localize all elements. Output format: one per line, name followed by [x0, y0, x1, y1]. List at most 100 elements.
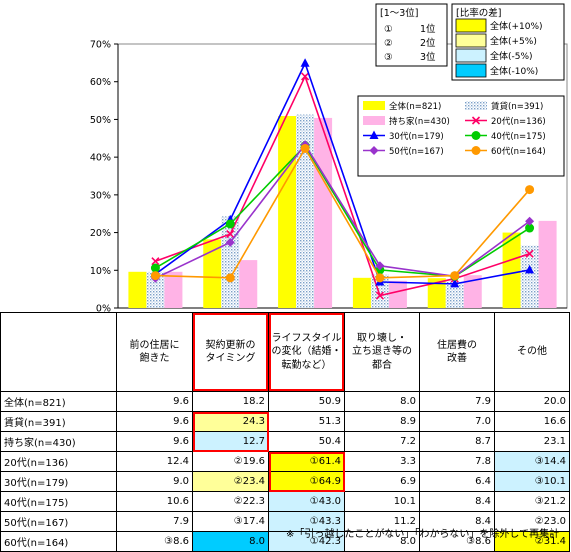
rank-legend-label: 2位 — [420, 37, 436, 49]
column-header: 前の住居に 飽きた — [116, 312, 193, 392]
table-cell: 20.0 — [494, 391, 570, 412]
table-row: 50代(n=167) 7.9 ③17.4 ①43.3 11.2 8.4 ②23.0 — [0, 511, 570, 532]
point — [301, 72, 310, 81]
y-tick-label: 60% — [90, 77, 111, 88]
column-header-line: の変化（結婚・ — [271, 346, 342, 358]
table-cell: 12.7 — [192, 431, 269, 452]
data-table: 前の住居に 飽きた 契約更新の タイミング ライフスタイル の変化（結婚・ 転勤など） 取り壊… — [0, 312, 570, 552]
series-legend-box — [357, 95, 565, 177]
diff-legend-swatch — [455, 63, 487, 78]
legend-label: 40代(n=175) — [491, 131, 546, 142]
legend-label: 賃貸(n=391) — [491, 101, 543, 112]
table-cell: 10.1 — [344, 491, 420, 512]
table-cell: 9.6 — [116, 411, 193, 432]
rank-legend-symbol: ② — [384, 38, 393, 49]
legend-label: 持ち家(n=430) — [389, 116, 450, 127]
table-cell: 50.9 — [268, 391, 345, 412]
y-tick-label: 70% — [90, 40, 111, 51]
table-cell: ③14.4 — [494, 451, 570, 472]
legend-label: 60代(n=164) — [491, 146, 546, 157]
table-cell: 6.4 — [419, 471, 495, 492]
column-header-line: 転勤など） — [281, 359, 332, 371]
point — [300, 58, 310, 67]
column-header-line: 立ち退き等の — [352, 346, 412, 358]
table-cell: ③21.2 — [494, 491, 570, 512]
table-header-row: 前の住居に 飽きた 契約更新の タイミング ライフスタイル の変化（結婚・ 転勤など） 取り壊… — [0, 312, 570, 392]
point — [471, 131, 481, 140]
diff-legend-label: 全体(-10%) — [490, 65, 538, 77]
bar — [239, 260, 258, 308]
y-tick-label: 0% — [96, 304, 111, 313]
point — [150, 271, 160, 281]
table-cell: 3.3 — [344, 451, 420, 472]
point — [375, 261, 385, 271]
column-header-line: 都合 — [372, 359, 392, 371]
legend-swatch — [363, 101, 385, 110]
table-cell: ①61.4 — [268, 451, 345, 472]
table-cell: 50.4 — [268, 431, 345, 452]
table-cell: ①43.0 — [268, 491, 345, 512]
table-cell: ③10.1 — [494, 471, 570, 492]
table-cell: ③17.4 — [192, 511, 269, 532]
point — [226, 230, 235, 239]
row-label: 50代(n=167) — [0, 511, 117, 532]
bar — [146, 271, 165, 308]
table-cell: ③8.6 — [116, 531, 193, 552]
column-header: 取り壊し・立ち退き等の 都合 — [344, 312, 420, 392]
y-tick-label: 50% — [90, 115, 111, 126]
table-cell: 8.4 — [419, 491, 495, 512]
y-tick-label: 40% — [90, 153, 111, 164]
point — [300, 143, 310, 153]
rank-legend-symbol: ① — [384, 24, 393, 35]
table-cell: 8.0 — [192, 531, 269, 552]
bar — [520, 245, 539, 308]
point — [375, 273, 385, 283]
row-label: 賃貸(n=391) — [0, 411, 117, 432]
point — [525, 216, 535, 226]
table-cell: 8.9 — [344, 411, 420, 432]
column-header-line: タイミング — [205, 353, 256, 364]
bar — [128, 271, 147, 308]
data-table-wrap: 前の住居に 飽きた 契約更新の タイミング ライフスタイル の変化（結婚・ 転勤など） 取り壊… — [0, 312, 570, 552]
diff-legend-title: [比率の差] — [456, 7, 501, 19]
bar — [278, 116, 297, 308]
bar — [538, 220, 557, 308]
diff-legend-label: 全体(+5%) — [490, 35, 537, 47]
legend-swatch — [363, 116, 385, 125]
table-cell: 9.6 — [116, 391, 193, 412]
row-label: 全体(n=821) — [0, 391, 117, 412]
table-cell: ②22.3 — [192, 491, 269, 512]
chart-lines — [150, 58, 535, 300]
bar — [427, 278, 446, 308]
table-cell: 8.7 — [419, 431, 495, 452]
column-header-line: 改善 — [447, 353, 467, 364]
table-cell: 24.3 — [192, 411, 269, 432]
column-header-line: ライフスタイル — [271, 332, 342, 344]
table-row: 40代(n=175) 10.6 ②22.3 ①43.0 10.1 8.4 ③21.2 — [0, 491, 570, 512]
row-label: 40代(n=175) — [0, 491, 117, 512]
table-cell: 12.4 — [116, 451, 193, 472]
bar — [445, 281, 464, 308]
diff-legend-label: 全体(-5%) — [490, 50, 533, 62]
legend-label: 全体(n=821) — [389, 101, 441, 112]
diff-legend-swatch — [455, 48, 487, 63]
table-cell: ①43.3 — [268, 511, 345, 532]
table-cell: 18.2 — [192, 391, 269, 412]
point — [151, 257, 160, 266]
bar — [502, 232, 521, 308]
table-row: 賃貸(n=391) 9.6 24.3 51.3 8.9 7.0 16.6 — [0, 411, 570, 432]
table-cell: ②19.6 — [192, 451, 269, 472]
y-tick-label: 20% — [90, 228, 111, 239]
table-cell: 51.3 — [268, 411, 345, 432]
point — [225, 237, 235, 247]
chart: 0%10%20%30%40%50%60%70% [1～3位]① 1位② 2位③ 3位[… — [90, 3, 568, 313]
table-row: 持ち家(n=430) 9.6 12.7 50.4 7.2 8.7 23.1 — [0, 431, 570, 452]
column-header: 住居費の 改善 — [419, 312, 495, 392]
column-header-line: 取り壊し・ — [357, 332, 407, 344]
column-header: 契約更新の タイミング — [192, 312, 269, 392]
point — [225, 273, 235, 283]
column-header-line: その他 — [517, 346, 547, 358]
table-cell: 9.0 — [116, 471, 193, 492]
series-line — [155, 144, 531, 278]
table-cell: 10.6 — [116, 491, 193, 512]
